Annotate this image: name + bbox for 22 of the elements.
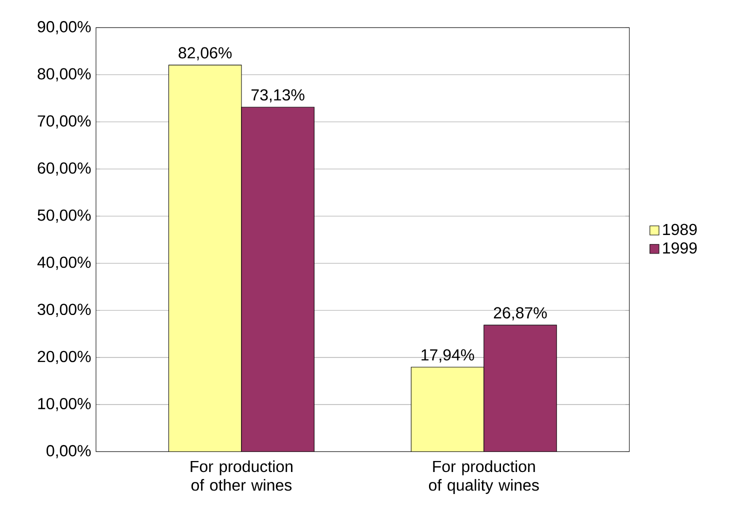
y-tick-label: 60,00% [38, 162, 91, 176]
y-tick-label: 90,00% [38, 21, 91, 34]
legend-label: 1989 [663, 224, 697, 236]
bar [168, 64, 242, 452]
y-tick-label: 80,00% [38, 68, 91, 82]
legend-label: 1999 [663, 242, 697, 254]
x-tick-label: For production of other wines [190, 460, 292, 491]
data-label: 82,06% [178, 47, 232, 60]
y-tick-label: 50,00% [38, 210, 91, 223]
y-tick-label: 40,00% [37, 256, 91, 270]
bar [484, 324, 557, 452]
x-tick-label: For production of quality wines [428, 460, 539, 494]
bar [410, 366, 484, 452]
data-label: 26,87% [494, 307, 547, 320]
y-tick-label: 10,00% [38, 398, 91, 412]
bar [241, 106, 314, 452]
y-tick-label: 70,00% [38, 115, 91, 128]
data-label: 17,94% [422, 349, 474, 362]
y-tick-label: 30,00% [38, 304, 91, 317]
y-tick-label: 0,00% [46, 445, 91, 458]
y-tick-label: 20,00% [38, 350, 91, 364]
data-label: 73,13% [252, 89, 304, 102]
